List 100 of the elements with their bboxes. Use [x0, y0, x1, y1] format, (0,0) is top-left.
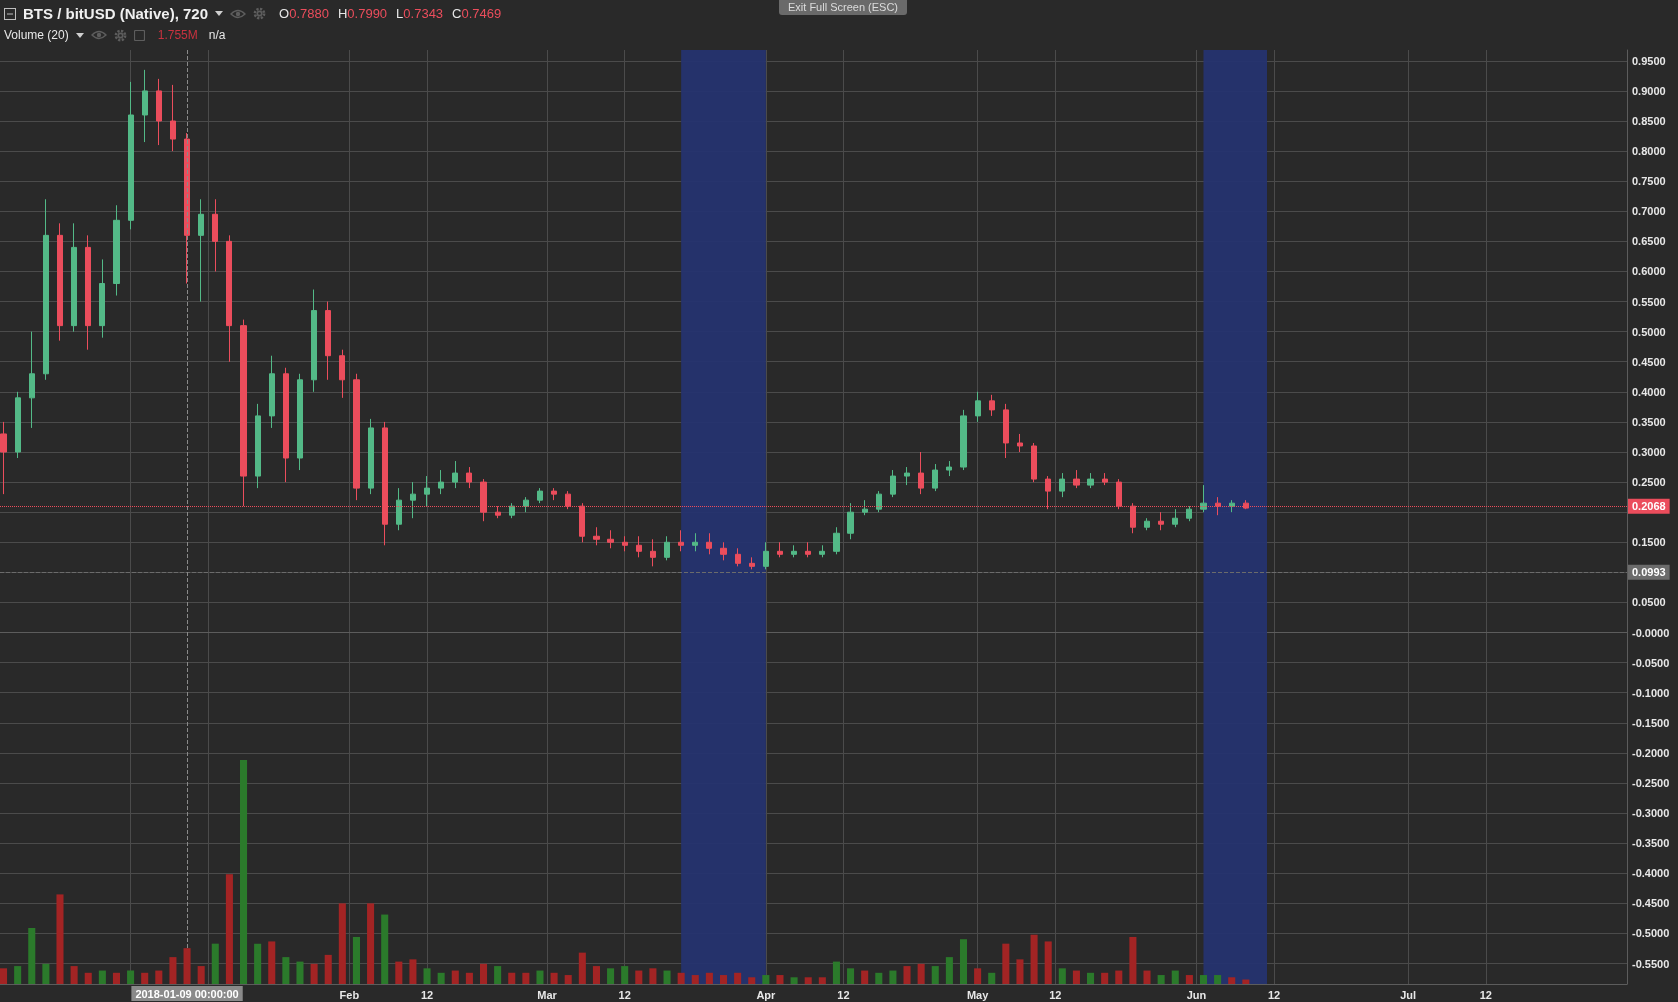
y-tick-label: -0.2000 — [1632, 746, 1670, 759]
candlestick — [904, 466, 910, 486]
y-tick-label: 0.6000 — [1632, 265, 1666, 278]
candlestick — [269, 355, 275, 429]
candlestick — [198, 198, 204, 303]
bar — [155, 970, 163, 984]
bar — [734, 972, 742, 984]
text: L0.7343 — [396, 6, 444, 21]
bar — [310, 963, 318, 984]
candlestick — [763, 541, 769, 570]
x-tick-label: 12 — [1479, 988, 1492, 1001]
candlestick — [607, 529, 614, 549]
bar — [522, 972, 530, 984]
candlestick — [1186, 505, 1192, 522]
candlestick — [749, 556, 755, 570]
bar — [903, 966, 911, 984]
candlestick — [692, 532, 698, 552]
bar — [239, 760, 248, 984]
y-tick-label: -0.5500 — [1632, 957, 1670, 970]
bar — [607, 968, 615, 984]
chart-title: Volume (20) — [4, 28, 69, 42]
candlestick — [240, 319, 247, 507]
y-tick-label: 0.5500 — [1632, 295, 1666, 308]
bar — [56, 894, 64, 984]
y-tick-label: -0.3500 — [1632, 837, 1670, 850]
candlestick — [1200, 484, 1207, 513]
bar — [621, 966, 629, 984]
candlestick — [960, 409, 967, 471]
candlestick — [777, 541, 783, 558]
candlestick — [1144, 517, 1150, 531]
y-tick-label: -0.0500 — [1632, 656, 1670, 669]
bar — [141, 972, 149, 984]
candlestick — [1073, 469, 1080, 489]
bar — [649, 968, 657, 984]
bar — [1185, 975, 1193, 984]
candlestick — [0, 421, 7, 495]
candlestick — [452, 460, 458, 489]
bar — [889, 970, 897, 984]
bar — [536, 970, 544, 984]
bar — [70, 966, 78, 984]
bar — [762, 975, 770, 984]
candlestick — [678, 529, 684, 552]
y-tick-label: 0.4000 — [1632, 385, 1666, 398]
candlestick — [113, 204, 120, 297]
text: n/a — [208, 28, 226, 42]
candlestick — [551, 487, 557, 501]
candlestick — [819, 544, 825, 558]
bar — [691, 975, 699, 984]
bar — [1228, 977, 1236, 984]
candlestick — [509, 502, 515, 519]
bar — [1030, 934, 1038, 984]
y-tick-label: -0.1000 — [1632, 686, 1670, 699]
bar — [211, 943, 219, 984]
bar — [1058, 968, 1066, 984]
bar — [42, 963, 50, 984]
bar — [508, 972, 516, 984]
x-tick-label: May — [966, 988, 990, 1001]
bar — [959, 939, 968, 984]
bar — [1199, 975, 1208, 984]
candlestick — [890, 469, 896, 498]
candlestick — [805, 541, 811, 558]
bar — [1087, 972, 1095, 984]
candlestick — [311, 289, 317, 393]
bar — [437, 972, 445, 984]
bar — [338, 903, 346, 984]
bar — [84, 972, 92, 984]
x-tick-label: Mar — [537, 988, 558, 1001]
bar — [225, 874, 233, 984]
y-tick-label: 0.3500 — [1632, 415, 1666, 428]
bar — [1016, 959, 1024, 984]
bar — [98, 970, 106, 984]
y-tick-label: 0.1500 — [1632, 536, 1666, 549]
bar — [1171, 970, 1179, 984]
candlestick — [735, 547, 741, 567]
ref-line-label: 2018-01-09 00:00:00 — [135, 987, 239, 1000]
bar — [1044, 941, 1052, 984]
y-tick-label: -0.0000 — [1632, 626, 1670, 639]
candlestick — [255, 403, 261, 489]
bar — [451, 970, 459, 984]
y-tick-label: -0.4500 — [1632, 897, 1670, 910]
y-tick-label: -0.4000 — [1632, 867, 1670, 880]
bar — [479, 963, 488, 984]
bar — [14, 966, 22, 984]
candlestick — [650, 538, 656, 567]
candlestick — [226, 234, 232, 363]
x-tick-label: 12 — [420, 988, 434, 1001]
candlestick — [297, 373, 303, 471]
candlestick — [410, 481, 416, 519]
bar — [0, 968, 8, 984]
bar — [1129, 936, 1137, 984]
y-tick-label: 0.3000 — [1632, 446, 1666, 459]
bar — [748, 977, 756, 984]
bar — [1143, 970, 1151, 984]
y-tick-label: 0.7500 — [1632, 175, 1666, 188]
text: Exit Full Screen (ESC) — [779, 0, 907, 15]
y-tick-label: -0.2500 — [1632, 777, 1670, 789]
y-tick-label: 0.9000 — [1632, 84, 1666, 97]
candlestick — [283, 367, 289, 483]
y-tick-label: -0.3000 — [1632, 807, 1670, 820]
bar — [465, 972, 473, 984]
